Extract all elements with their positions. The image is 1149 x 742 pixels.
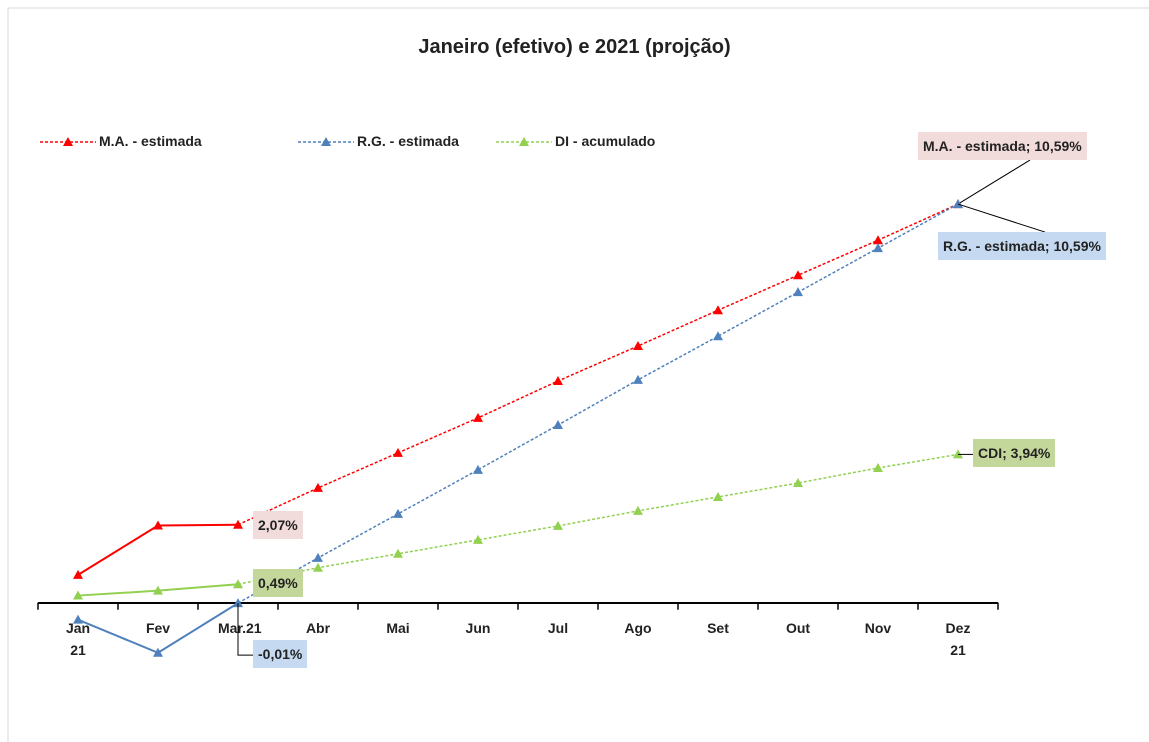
marker	[233, 598, 243, 608]
x-tick-label: Ago	[624, 619, 652, 636]
marker	[473, 412, 483, 422]
x-tick-label: Jun	[465, 619, 491, 636]
legend-label: R.G. - estimada	[357, 133, 459, 149]
legend-marker	[321, 137, 331, 146]
data-label: R.G. - estimada; 10,59%	[938, 232, 1106, 261]
x-tick-label: Abr	[305, 619, 331, 636]
marker	[153, 585, 163, 595]
marker	[953, 199, 963, 209]
x-tick-label: Dez 21	[945, 619, 971, 658]
legend-marker	[63, 137, 73, 146]
marker	[73, 590, 83, 600]
series-line-projected	[237, 203, 959, 604]
x-tick-label: Nov	[864, 619, 892, 636]
marker	[633, 505, 643, 515]
marker	[393, 508, 403, 518]
marker	[153, 647, 163, 657]
series-line-projected	[237, 453, 959, 586]
marker	[473, 534, 483, 544]
marker	[633, 374, 643, 384]
label-leader	[237, 603, 253, 656]
data-label: CDI; 3,94%	[973, 439, 1056, 468]
marker	[713, 491, 723, 501]
x-tick-label: Jul	[547, 619, 569, 636]
marker	[233, 519, 243, 529]
marker	[73, 569, 83, 579]
x-tick-label: Fev	[145, 619, 171, 636]
marker	[473, 464, 483, 474]
marker	[153, 520, 163, 530]
marker	[553, 375, 563, 385]
marker	[553, 520, 563, 530]
legend-label: DI - acumulado	[555, 133, 656, 149]
marker	[313, 562, 323, 572]
marker	[873, 243, 883, 253]
x-tick-label: Mai	[386, 619, 410, 636]
marker	[873, 235, 883, 245]
chart-border	[7, 7, 1149, 742]
marker	[553, 420, 563, 430]
marker	[393, 447, 403, 457]
x-tick-label: Mar.21	[218, 619, 262, 636]
marker	[313, 482, 323, 492]
series-line-actual	[77, 523, 239, 576]
label-leader	[957, 203, 1046, 233]
data-label: M.A. - estimada; 10,59%	[918, 132, 1087, 161]
x-tick-label: Out	[785, 619, 811, 636]
legend-marker	[519, 137, 529, 146]
data-label: -0,01%	[253, 640, 308, 669]
marker	[633, 340, 643, 350]
marker	[793, 270, 803, 280]
marker	[793, 478, 803, 488]
series-line-projected	[237, 203, 959, 526]
x-tick-label: Jan 21	[65, 619, 91, 658]
x-tick-label: Set	[707, 619, 729, 636]
marker	[73, 614, 83, 624]
data-label: 2,07%	[253, 510, 303, 539]
data-label: 0,49%	[253, 569, 303, 598]
marker	[793, 287, 803, 297]
marker	[713, 305, 723, 315]
marker	[393, 548, 403, 558]
marker	[713, 331, 723, 341]
label-leader	[957, 159, 1031, 205]
legend-label: M.A. - estimada	[99, 133, 202, 149]
marker	[233, 579, 243, 589]
chart-title: Janeiro (efetivo) e 2021 (projção)	[418, 36, 731, 58]
marker	[313, 552, 323, 562]
marker	[873, 462, 883, 472]
